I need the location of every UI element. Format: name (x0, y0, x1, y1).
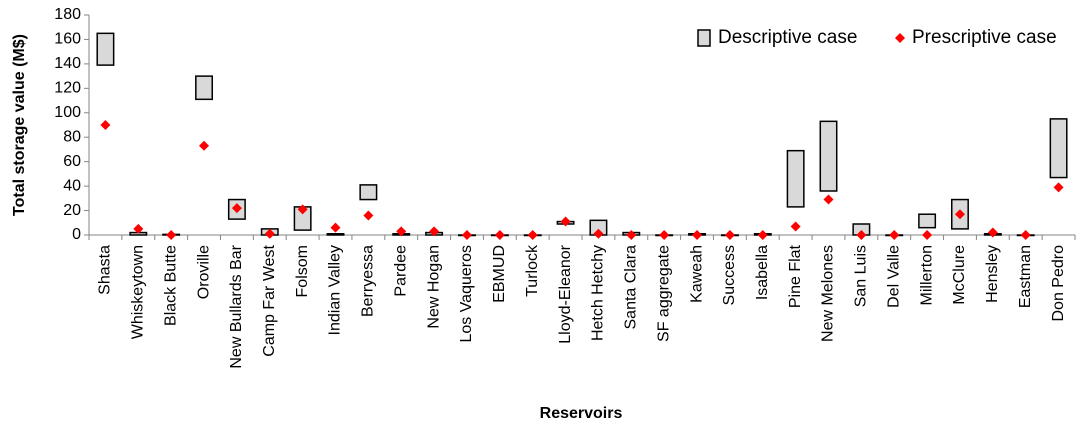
x-tick-label: Pine Flat (787, 244, 804, 308)
diamond (922, 230, 933, 240)
y-axis-title: Total storage value (M$) (11, 34, 28, 216)
bar (819, 120, 838, 192)
diamond (659, 230, 670, 240)
diamond (593, 228, 604, 239)
diamond (954, 209, 965, 220)
x-tick-label: Isabella (754, 245, 771, 300)
x-tick-label: Pardee (392, 245, 409, 297)
x-tick-label: Los Vaqueros (458, 245, 475, 343)
x-tick-label: Turlock (524, 244, 541, 297)
x-tick-label: Don Pedro (1050, 245, 1067, 322)
y-tick-label: 60 (63, 153, 81, 170)
x-tick-label: Eastman (1017, 245, 1034, 308)
x-tick-label: EBMUD (491, 245, 508, 303)
x-tick-label: Shasta (97, 245, 114, 295)
x-tick-label: Del Valle (885, 245, 902, 308)
y-tick-label: 80 (63, 128, 81, 145)
diamond (429, 226, 440, 237)
bar (359, 184, 378, 201)
bar (326, 233, 345, 236)
y-tick-label: 100 (54, 104, 81, 121)
y-tick-label: 40 (63, 177, 81, 194)
x-tick-label: Success (721, 245, 738, 305)
x-tick-label: Santa Clara (623, 245, 640, 330)
diamond (889, 230, 900, 240)
diamond (396, 226, 407, 237)
diamond (626, 230, 637, 240)
diamond (363, 210, 374, 221)
bar (918, 213, 937, 229)
x-tick-label: Hensley (984, 245, 1001, 303)
diamond (133, 223, 144, 234)
x-tick-label: Folsom (294, 245, 311, 297)
diamond (1053, 182, 1064, 193)
diamond (1020, 230, 1031, 240)
diamond (231, 203, 242, 214)
legend-label: Prescriptive case (912, 27, 1057, 48)
bar (786, 149, 805, 208)
diamond (166, 230, 177, 240)
x-tick-label: Indian Valley (327, 245, 344, 335)
x-tick-label: Kaweah (688, 245, 705, 303)
bar (96, 32, 115, 66)
diamond (724, 230, 735, 240)
x-tick-label: Berryessa (360, 245, 377, 317)
diamond (199, 140, 210, 151)
y-tick-label: 0 (72, 226, 81, 243)
diamond (527, 230, 538, 240)
x-tick-label: San Luis (853, 245, 870, 307)
x-tick-label: Black Butte (162, 245, 179, 326)
legend-swatch (697, 29, 711, 47)
x-tick-label: Whiskeytown (130, 245, 147, 339)
x-tick-label: New Melones (820, 245, 837, 342)
y-tick-label: 140 (54, 55, 81, 72)
x-tick-label: Oroville (195, 245, 212, 299)
diamond (856, 230, 867, 240)
y-tick-label: 120 (54, 80, 81, 97)
diamond (692, 230, 703, 240)
diamond (297, 204, 308, 215)
x-tick-label: Hetch Hetchy (590, 245, 607, 341)
legend-swatch (895, 33, 905, 43)
diamond (494, 230, 505, 240)
diamond (461, 230, 472, 240)
x-tick-label: Millerton (918, 245, 935, 305)
x-tick-label: Camp Far West (261, 244, 278, 356)
legend-label: Descriptive case (718, 27, 857, 48)
bar (1049, 118, 1068, 179)
x-axis-title: Reservoirs (540, 405, 623, 422)
x-tick-label: SF aggregate (655, 245, 672, 342)
y-tick-label: 180 (54, 6, 81, 23)
y-tick-label: 20 (63, 202, 81, 219)
diamond (560, 216, 571, 227)
diamond (757, 230, 768, 240)
diamond (823, 194, 834, 205)
y-tick-label: 160 (54, 31, 81, 48)
bar (195, 75, 213, 101)
diamond (264, 228, 275, 239)
x-tick-label: New Bullards Bar (228, 244, 245, 368)
x-tick-label: McClure (951, 245, 968, 305)
diamond (100, 120, 111, 130)
diamond (330, 222, 341, 233)
diamond (790, 221, 801, 232)
x-tick-label: New Hogan (425, 245, 442, 329)
diamond (987, 227, 998, 238)
x-tick-label: Lloyd-Eleanor (557, 244, 574, 343)
